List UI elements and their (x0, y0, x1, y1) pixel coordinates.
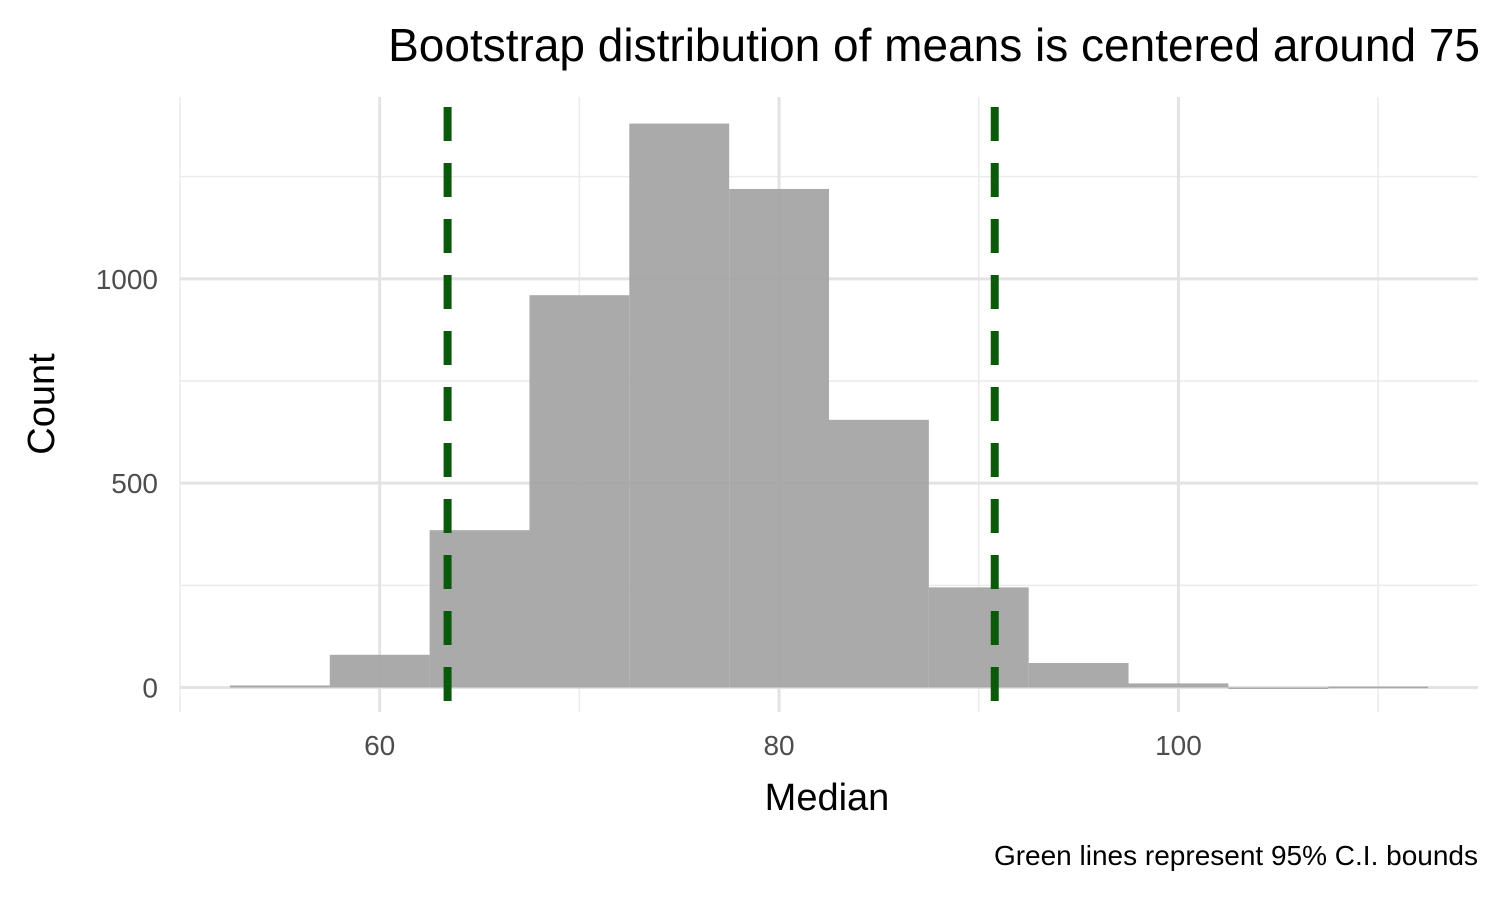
x-tick-label: 100 (1155, 730, 1202, 761)
chart-title: Bootstrap distribution of means is cente… (388, 19, 1480, 71)
histogram-bar (729, 188, 829, 688)
histogram-bar (928, 587, 1029, 688)
histogram-bar (629, 123, 730, 688)
x-axis-title: Median (765, 777, 890, 819)
histogram-bar (1128, 683, 1229, 688)
histogram-bar (829, 419, 929, 688)
x-tick-label: 80 (763, 730, 794, 761)
y-tick-label: 1000 (96, 264, 158, 295)
histogram-bar (1228, 687, 1329, 689)
confidence-interval-lines (443, 107, 999, 712)
histogram-bar (429, 530, 530, 688)
histogram-bar (529, 295, 630, 688)
x-tick-label: 60 (364, 730, 395, 761)
y-tick-label: 500 (111, 468, 158, 499)
chart-caption: Green lines represent 95% C.I. bounds (993, 840, 1478, 871)
y-tick-label: 0 (142, 672, 158, 703)
histogram-bar (1328, 686, 1429, 689)
y-axis-title: Count (21, 353, 63, 455)
histogram-bar (1028, 662, 1129, 688)
histogram-bar (329, 654, 430, 688)
histogram-bars (229, 123, 1429, 689)
histogram-bar (229, 685, 330, 688)
